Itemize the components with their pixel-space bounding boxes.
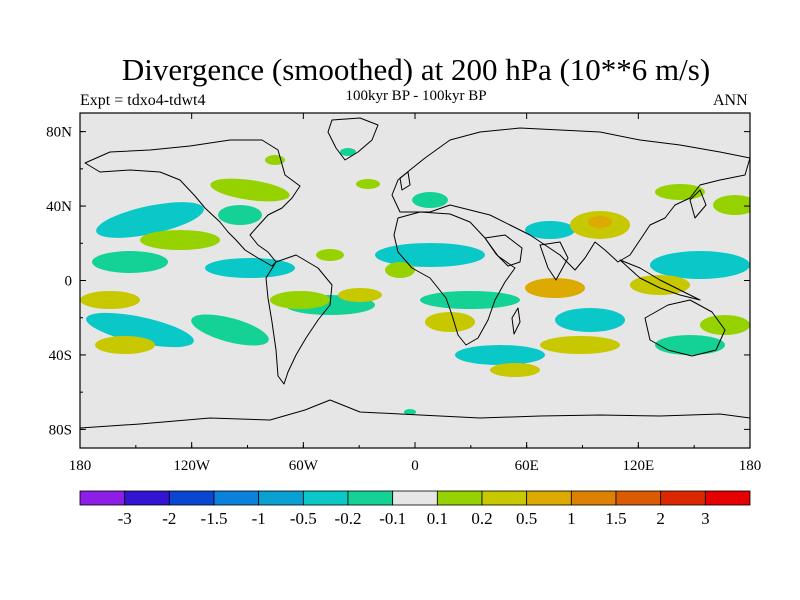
x-tick-label: 0 bbox=[411, 458, 419, 474]
field-patch bbox=[525, 221, 575, 239]
x-tick-label: 120W bbox=[173, 458, 211, 474]
field-patch bbox=[96, 202, 204, 238]
coastline-north-america bbox=[84, 139, 301, 267]
colorbar-label: -3 bbox=[118, 509, 132, 528]
colorbar-swatch bbox=[213, 490, 260, 506]
colorbar-swatch bbox=[436, 490, 483, 506]
field-patch bbox=[588, 216, 612, 228]
field-patch bbox=[655, 184, 705, 200]
field-patch bbox=[385, 262, 415, 278]
y-tick-label: 40N bbox=[46, 199, 72, 215]
page-title: Divergence (smoothed) at 200 hPa (10**6 … bbox=[121, 52, 711, 87]
field-patch bbox=[404, 409, 416, 415]
colorbar-swatch bbox=[347, 490, 394, 506]
colorbar-swatch bbox=[615, 490, 662, 506]
field-patch bbox=[218, 205, 262, 225]
y-tick-label: 40S bbox=[49, 348, 72, 364]
coastline-india bbox=[539, 241, 569, 281]
colorbar-swatch bbox=[660, 490, 706, 506]
colorbar-swatch bbox=[124, 490, 170, 506]
field-patch bbox=[191, 314, 269, 346]
colorbar-swatch bbox=[168, 490, 215, 506]
coastline-greenland bbox=[327, 117, 379, 161]
x-tick-label: 60E bbox=[515, 458, 539, 474]
colorbar-swatch bbox=[526, 490, 572, 506]
coastlines bbox=[80, 117, 750, 429]
x-tick-label: 60W bbox=[289, 458, 319, 474]
colorbar bbox=[79, 490, 751, 506]
field-patch bbox=[425, 312, 475, 332]
coastline-australia bbox=[644, 299, 726, 357]
field-patch bbox=[86, 312, 194, 348]
axis-ticks bbox=[79, 113, 751, 448]
field-patch bbox=[630, 275, 690, 295]
field-patch bbox=[540, 336, 620, 354]
divergence-field bbox=[80, 148, 750, 415]
colorbar-label: -0.2 bbox=[335, 509, 362, 528]
coastline-south-america bbox=[265, 254, 333, 385]
colorbar-label: 1 bbox=[567, 509, 576, 528]
colorbar-swatch bbox=[481, 490, 528, 506]
field-patch bbox=[412, 192, 448, 208]
coastline-eurasia bbox=[391, 127, 750, 271]
field-patch bbox=[525, 278, 585, 298]
colorbar-label: 0.5 bbox=[516, 509, 537, 528]
coastline-antarctica bbox=[80, 399, 750, 429]
colorbar-swatch bbox=[302, 490, 349, 506]
colorbar-labels: -3 -2 -1.5 -1 -0.5 -0.2 -0.1 0.1 0.2 0.5 1 1.5 2 3 bbox=[118, 509, 710, 528]
colorbar-swatch bbox=[570, 490, 617, 506]
field-patch bbox=[140, 230, 220, 250]
colorbar-swatch bbox=[79, 490, 126, 506]
colorbar-label: -0.5 bbox=[290, 509, 317, 528]
field-patch bbox=[316, 249, 344, 261]
season-label: ANN bbox=[713, 92, 748, 109]
colorbar-swatch bbox=[258, 490, 304, 506]
field-patch bbox=[80, 291, 140, 309]
colorbar-label: 1.5 bbox=[605, 509, 626, 528]
field-patch bbox=[375, 243, 485, 267]
colorbar-swatch bbox=[704, 490, 751, 506]
y-tick-label: 80S bbox=[49, 422, 72, 438]
colorbar-label: -1.5 bbox=[201, 509, 228, 528]
y-tick-label: 0 bbox=[65, 274, 73, 290]
field-patch bbox=[95, 336, 155, 354]
axis-labels: 180 120W 60W 0 60E 120E 180 80N 40N 0 40S 80S bbox=[46, 125, 761, 474]
subtitle: 100kyr BP - 100kyr BP bbox=[345, 88, 487, 104]
field-patch bbox=[490, 363, 540, 377]
field-patch bbox=[92, 251, 168, 273]
field-patch bbox=[455, 345, 545, 365]
field-patch bbox=[655, 335, 725, 355]
coastline-africa bbox=[393, 211, 516, 346]
colorbar-label: -2 bbox=[162, 509, 176, 528]
x-tick-label: 180 bbox=[739, 458, 762, 474]
field-patch bbox=[356, 179, 380, 189]
field-patch bbox=[420, 291, 520, 309]
field-patch bbox=[270, 291, 330, 309]
x-tick-label: 120E bbox=[622, 458, 654, 474]
y-tick-label: 80N bbox=[46, 125, 72, 141]
field-patch bbox=[713, 195, 750, 215]
colorbar-label: 2 bbox=[656, 509, 665, 528]
x-tick-label: 180 bbox=[69, 458, 92, 474]
coastline-madagascar bbox=[511, 307, 521, 335]
field-patch bbox=[700, 315, 750, 335]
field-patch bbox=[338, 288, 382, 302]
field-patch bbox=[650, 251, 750, 279]
field-patch bbox=[340, 148, 356, 156]
colorbar-label: -0.1 bbox=[379, 509, 406, 528]
colorbar-label: -1 bbox=[252, 509, 266, 528]
field-patch bbox=[555, 308, 625, 332]
coastline-japan bbox=[689, 189, 707, 219]
colorbar-label: 0.1 bbox=[427, 509, 448, 528]
field-patch bbox=[205, 258, 295, 278]
experiment-label: Expt = tdxo4-tdwt4 bbox=[80, 92, 206, 109]
coastline-uk bbox=[399, 171, 411, 191]
colorbar-label: 0.2 bbox=[471, 509, 492, 528]
coastline-arabia bbox=[484, 234, 523, 267]
colorbar-label: 3 bbox=[701, 509, 710, 528]
field-patch bbox=[210, 178, 290, 202]
colorbar-swatch bbox=[392, 490, 438, 506]
coastline-sea bbox=[619, 259, 701, 301]
